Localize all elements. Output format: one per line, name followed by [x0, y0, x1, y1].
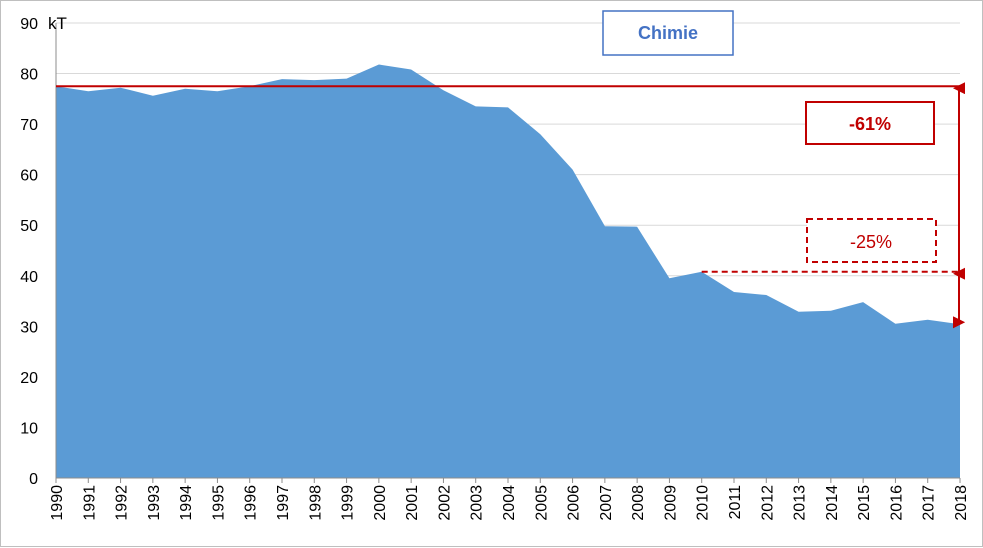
- x-tick-label: 2005: [533, 485, 550, 521]
- y-tick-label: 40: [20, 269, 38, 286]
- annotation-25-text: -25%: [850, 232, 892, 252]
- x-tick-label: 2007: [598, 485, 615, 521]
- y-tick-label: 20: [20, 370, 38, 387]
- annotation-61-text: -61%: [849, 114, 891, 134]
- x-tick-label: 2016: [888, 485, 905, 521]
- x-tick-label: 2003: [469, 485, 486, 521]
- y-axis-unit-label: kT: [48, 14, 67, 33]
- x-tick-label: 2012: [759, 485, 776, 521]
- x-tick-label: 2018: [953, 485, 970, 521]
- y-tick-label: 80: [20, 67, 38, 84]
- x-tick-label: 2006: [566, 485, 583, 521]
- y-tick-label: 0: [29, 471, 38, 488]
- x-tick-label: 1995: [210, 485, 227, 521]
- x-tick-label: 2008: [630, 485, 647, 521]
- y-tick-label: 60: [20, 168, 38, 185]
- chart-title: Chimie: [638, 23, 698, 43]
- y-tick-label: 90: [20, 16, 38, 33]
- x-tick-label: 2011: [727, 485, 744, 520]
- x-tick-label: 1999: [340, 485, 357, 521]
- x-tick-label: 2004: [501, 485, 518, 521]
- x-tick-label: 2009: [662, 485, 679, 521]
- x-tick-label: 1997: [275, 485, 292, 521]
- x-tick-label: 2002: [436, 485, 453, 521]
- x-tick-label: 1992: [114, 485, 131, 521]
- y-tick-label: 10: [20, 420, 38, 437]
- x-tick-label: 2001: [404, 485, 421, 521]
- x-tick-label: 1998: [307, 485, 324, 521]
- x-tick-label: 2010: [695, 485, 712, 521]
- x-tick-label: 2014: [824, 485, 841, 521]
- x-tick-label: 2015: [856, 485, 873, 521]
- annotation-61-frame: [805, 101, 935, 145]
- y-tick-label: 70: [20, 117, 38, 134]
- x-tick-label: 2013: [792, 485, 809, 521]
- chart-title-box: Chimie: [602, 10, 734, 56]
- y-tick-label: 50: [20, 218, 38, 235]
- x-tick-label: 2017: [921, 485, 938, 521]
- x-tick-label: 1993: [146, 485, 163, 521]
- y-tick-labels: 0 10 20 30 40 50 60 70 80 90: [20, 16, 38, 488]
- chart-title-frame: [602, 10, 734, 56]
- annotation-61-box: -61%: [805, 101, 935, 145]
- series-area: [56, 64, 960, 478]
- annotation-25-frame: [806, 218, 937, 263]
- x-tick-label: 1994: [178, 485, 195, 521]
- x-tick-label: 1996: [243, 485, 260, 521]
- axes: [55, 23, 961, 483]
- x-tick-labels: 1990 1991 1992 1993 1994 1995 1996 1997 1998 1999…: [49, 485, 970, 521]
- y-tick-label: 30: [20, 319, 38, 336]
- x-tick-label: 2000: [372, 485, 389, 521]
- data-area: [56, 64, 960, 478]
- x-tick-label: 1990: [49, 485, 66, 521]
- annotation-25-box: -25%: [806, 218, 937, 263]
- x-tick-label: 1991: [81, 485, 98, 521]
- reference-lines: [56, 82, 965, 329]
